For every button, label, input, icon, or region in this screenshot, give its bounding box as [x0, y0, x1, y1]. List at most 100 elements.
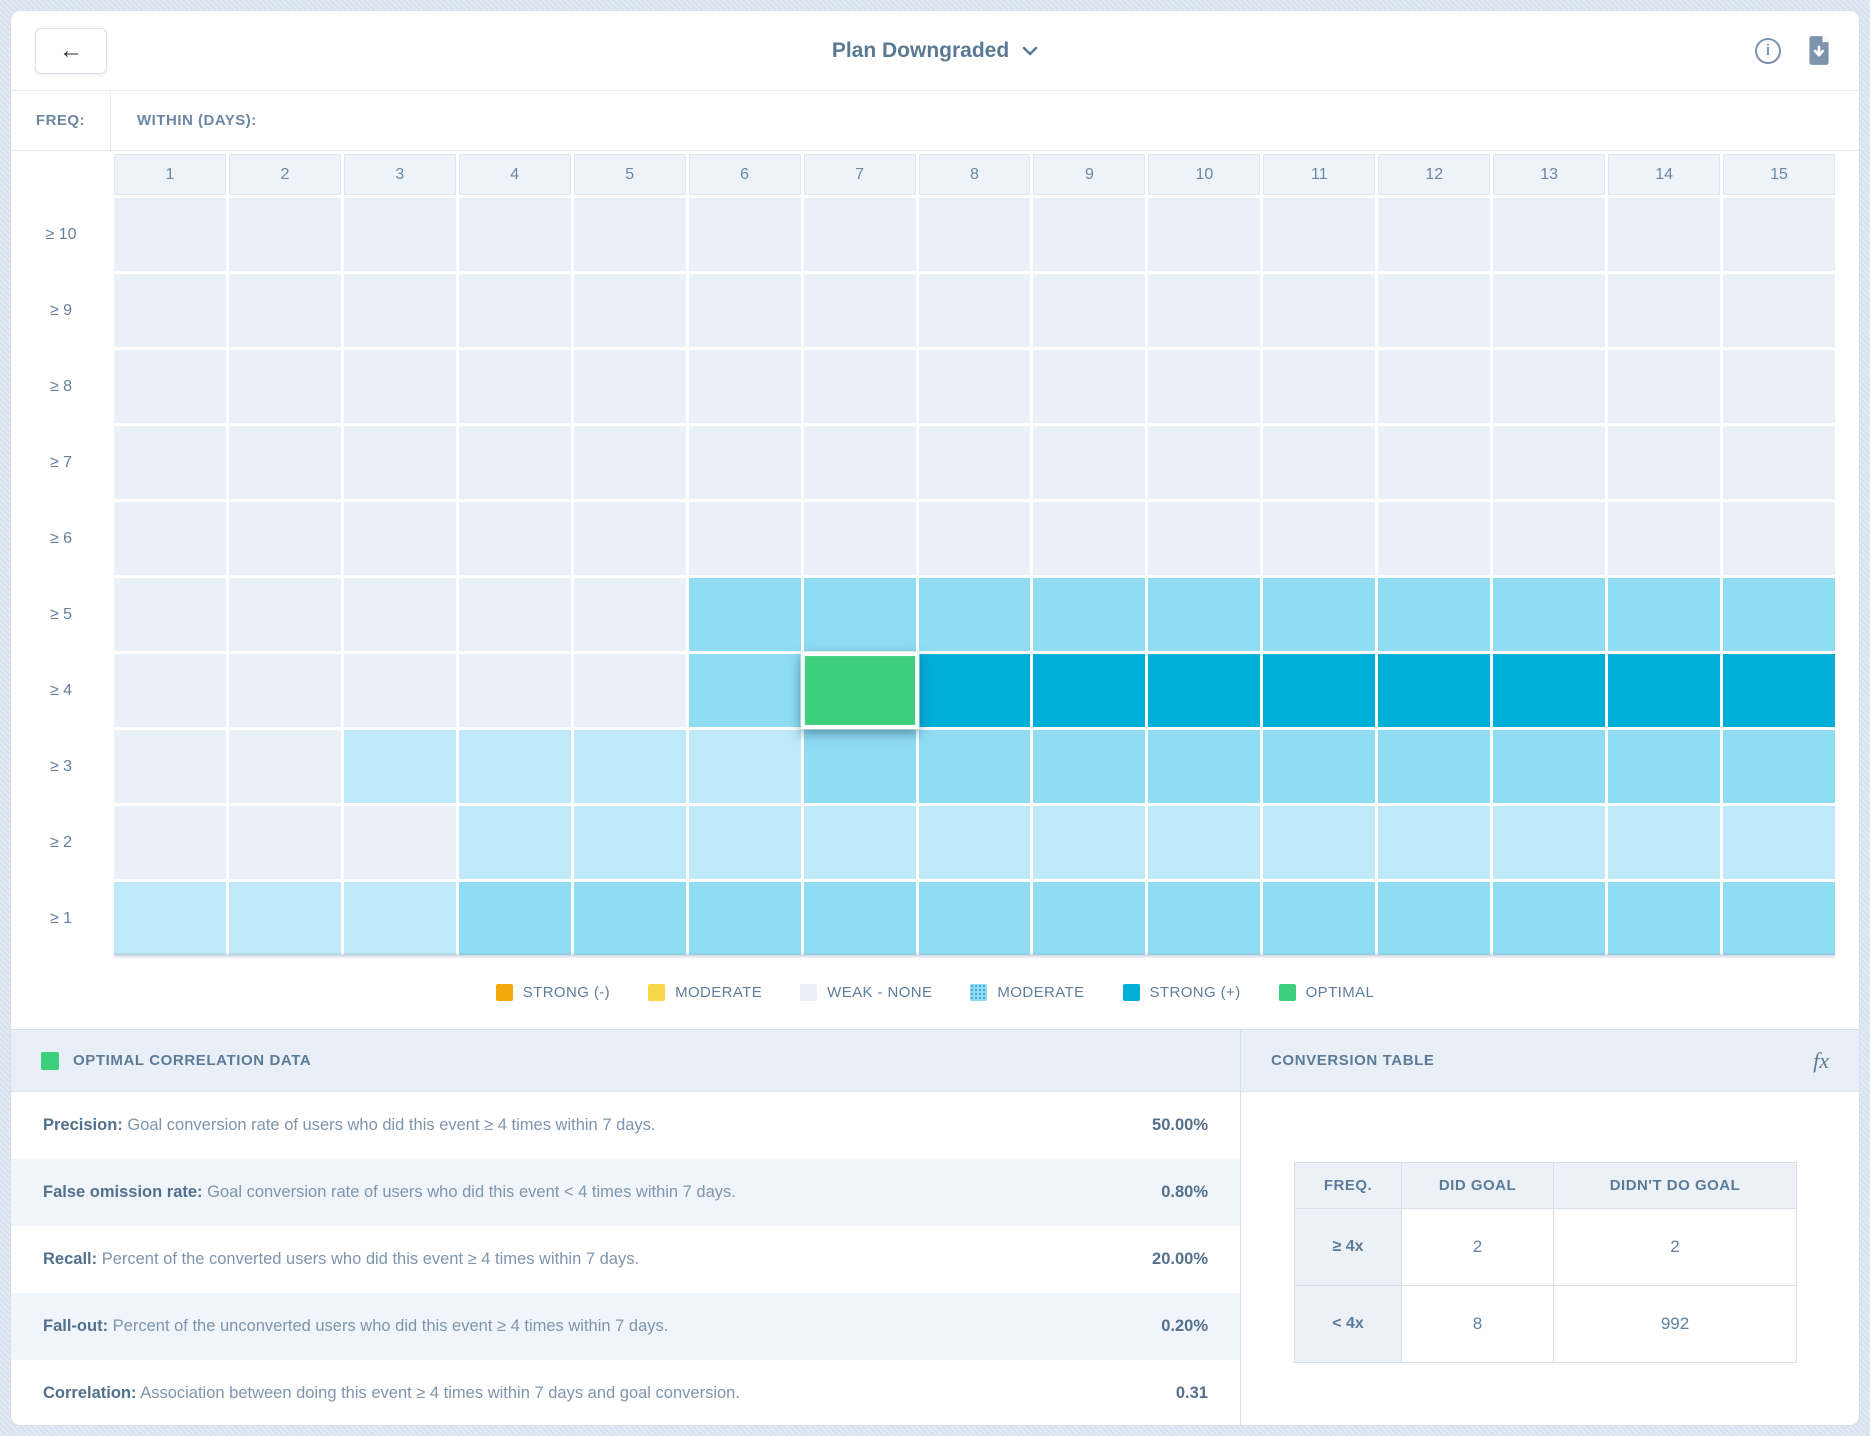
- heatmap-cell[interactable]: [803, 426, 916, 499]
- heatmap-cell[interactable]: [1263, 654, 1376, 727]
- heatmap-cell-selected[interactable]: [800, 651, 919, 730]
- heatmap-cell[interactable]: [1493, 806, 1606, 879]
- heatmap-cell[interactable]: [688, 350, 801, 423]
- heatmap-cell[interactable]: [1608, 198, 1721, 271]
- heatmap-cell[interactable]: [688, 882, 801, 955]
- heatmap-cell[interactable]: [1378, 882, 1491, 955]
- heatmap-cell[interactable]: [114, 806, 226, 879]
- heatmap-cell[interactable]: [1148, 578, 1261, 651]
- heatmap-cell[interactable]: [1493, 350, 1606, 423]
- heatmap-cell[interactable]: [343, 882, 456, 955]
- heatmap-cell[interactable]: [1723, 502, 1835, 575]
- heatmap-cell[interactable]: [1608, 806, 1721, 879]
- heatmap-cell[interactable]: [573, 730, 686, 803]
- heatmap-cell[interactable]: [803, 806, 916, 879]
- heatmap-cell[interactable]: [688, 654, 801, 727]
- heatmap-cell[interactable]: [688, 578, 801, 651]
- heatmap-cell[interactable]: [1723, 350, 1835, 423]
- heatmap-cell[interactable]: [1493, 502, 1606, 575]
- heatmap-cell[interactable]: [114, 654, 226, 727]
- heatmap-cell[interactable]: [458, 654, 571, 727]
- heatmap-cell[interactable]: [1378, 578, 1491, 651]
- heatmap-cell[interactable]: [1263, 350, 1376, 423]
- heatmap-cell[interactable]: [1723, 198, 1835, 271]
- heatmap-cell[interactable]: [458, 882, 571, 955]
- heatmap-cell[interactable]: [228, 274, 341, 347]
- heatmap-cell[interactable]: [1608, 502, 1721, 575]
- heatmap-cell[interactable]: [1033, 274, 1146, 347]
- heatmap-cell[interactable]: [228, 350, 341, 423]
- heatmap-cell[interactable]: [803, 350, 916, 423]
- heatmap-cell[interactable]: [228, 578, 341, 651]
- heatmap-cell[interactable]: [1608, 578, 1721, 651]
- heatmap-cell[interactable]: [1033, 806, 1146, 879]
- heatmap-cell[interactable]: [1608, 882, 1721, 955]
- heatmap-cell[interactable]: [114, 274, 226, 347]
- heatmap-cell[interactable]: [573, 654, 686, 727]
- heatmap-cell[interactable]: [688, 502, 801, 575]
- heatmap-cell[interactable]: [1148, 882, 1261, 955]
- heatmap-cell[interactable]: [458, 350, 571, 423]
- file-download-icon[interactable]: [1807, 36, 1831, 65]
- heatmap-cell[interactable]: [458, 730, 571, 803]
- heatmap-cell[interactable]: [458, 426, 571, 499]
- heatmap-cell[interactable]: [1723, 730, 1835, 803]
- heatmap-cell[interactable]: [1723, 806, 1835, 879]
- heatmap-cell[interactable]: [1263, 426, 1376, 499]
- heatmap-cell[interactable]: [343, 198, 456, 271]
- heatmap-cell[interactable]: [1378, 502, 1491, 575]
- heatmap-cell[interactable]: [343, 274, 456, 347]
- heatmap-cell[interactable]: [1378, 274, 1491, 347]
- info-icon[interactable]: i: [1755, 37, 1781, 64]
- heatmap-cell[interactable]: [573, 350, 686, 423]
- heatmap-cell[interactable]: [803, 198, 916, 271]
- heatmap-cell[interactable]: [1493, 274, 1606, 347]
- heatmap-cell[interactable]: [1033, 350, 1146, 423]
- heatmap-cell[interactable]: [1493, 198, 1606, 271]
- heatmap-cell[interactable]: [918, 882, 1031, 955]
- heatmap-cell[interactable]: [1608, 730, 1721, 803]
- heatmap-cell[interactable]: [1033, 882, 1146, 955]
- heatmap-cell[interactable]: [114, 882, 226, 955]
- heatmap-cell[interactable]: [1033, 654, 1146, 727]
- heatmap-cell[interactable]: [1608, 426, 1721, 499]
- heatmap-cell[interactable]: [1148, 274, 1261, 347]
- heatmap-cell[interactable]: [918, 730, 1031, 803]
- heatmap-cell[interactable]: [114, 350, 226, 423]
- heatmap-cell[interactable]: [1148, 198, 1261, 271]
- heatmap-cell[interactable]: [803, 502, 916, 575]
- heatmap-cell[interactable]: [1378, 730, 1491, 803]
- heatmap-cell[interactable]: [1493, 882, 1606, 955]
- event-selector[interactable]: Plan Downgraded: [11, 11, 1859, 90]
- heatmap-cell[interactable]: [1378, 426, 1491, 499]
- heatmap-cell[interactable]: [343, 730, 456, 803]
- heatmap-cell[interactable]: [1378, 198, 1491, 271]
- heatmap-cell[interactable]: [114, 578, 226, 651]
- heatmap-cell[interactable]: [1148, 654, 1261, 727]
- heatmap-cell[interactable]: [228, 806, 341, 879]
- heatmap-cell[interactable]: [1148, 806, 1261, 879]
- heatmap-cell[interactable]: [1033, 502, 1146, 575]
- heatmap-cell[interactable]: [114, 502, 226, 575]
- heatmap-cell[interactable]: [688, 806, 801, 879]
- heatmap-cell[interactable]: [228, 198, 341, 271]
- heatmap-cell[interactable]: [1033, 730, 1146, 803]
- heatmap-cell[interactable]: [1378, 350, 1491, 423]
- heatmap-cell[interactable]: [1263, 806, 1376, 879]
- heatmap-cell[interactable]: [1723, 882, 1835, 955]
- heatmap-cell[interactable]: [1148, 730, 1261, 803]
- heatmap-cell[interactable]: [228, 502, 341, 575]
- heatmap-cell[interactable]: [114, 198, 226, 271]
- heatmap-cell[interactable]: [573, 882, 686, 955]
- heatmap-cell[interactable]: [1033, 198, 1146, 271]
- heatmap-cell[interactable]: [1608, 274, 1721, 347]
- heatmap-cell[interactable]: [1608, 654, 1721, 727]
- heatmap-cell[interactable]: [573, 198, 686, 271]
- heatmap-cell[interactable]: [228, 730, 341, 803]
- heatmap-cell[interactable]: [1493, 654, 1606, 727]
- heatmap-cell[interactable]: [228, 426, 341, 499]
- heatmap-cell[interactable]: [343, 426, 456, 499]
- heatmap-cell[interactable]: [803, 730, 916, 803]
- heatmap-cell[interactable]: [1148, 426, 1261, 499]
- heatmap-cell[interactable]: [458, 198, 571, 271]
